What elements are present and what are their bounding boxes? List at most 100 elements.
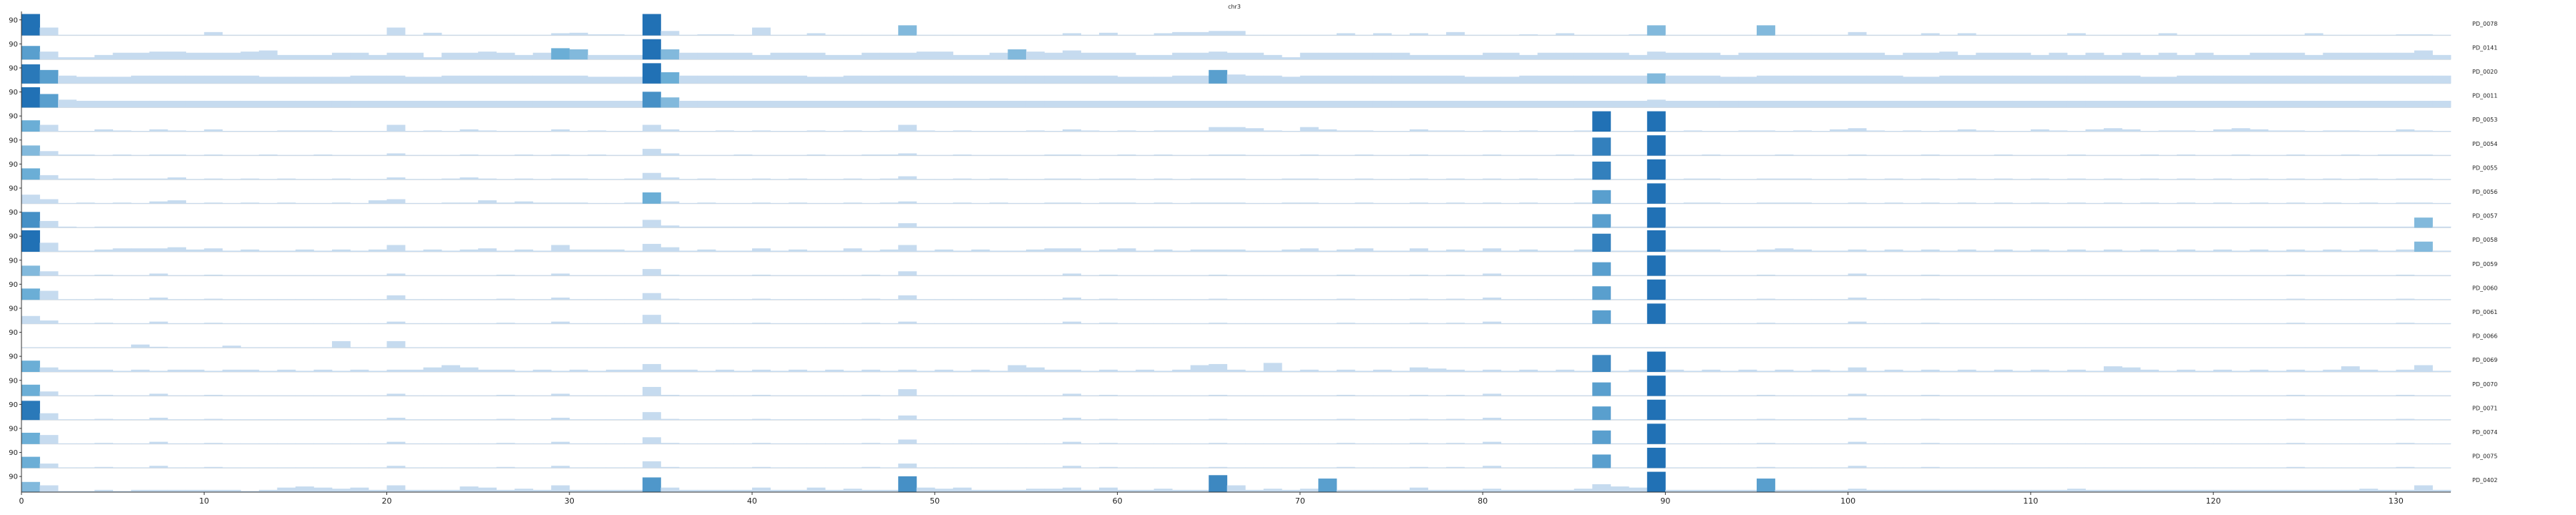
heat-bar bbox=[1025, 154, 1045, 156]
heat-bar bbox=[624, 369, 643, 372]
heat-bar bbox=[2268, 299, 2287, 300]
heat-bar bbox=[1099, 487, 1118, 492]
heat-bar bbox=[2323, 178, 2342, 180]
xtick-label: 20 bbox=[382, 496, 392, 506]
heat-bar bbox=[2122, 52, 2141, 60]
heat-bar bbox=[1903, 179, 1922, 180]
heat-bar bbox=[1610, 486, 1629, 492]
heat-bar bbox=[879, 154, 899, 156]
ytick-label: 90 bbox=[9, 89, 18, 97]
heat-bar bbox=[1044, 100, 1063, 108]
heat-bar bbox=[313, 347, 333, 348]
heat-bar bbox=[2177, 202, 2196, 204]
ytick-label: 90 bbox=[9, 113, 18, 121]
heat-bar bbox=[2231, 371, 2250, 372]
heat-bar bbox=[1044, 443, 1063, 444]
heat-bar bbox=[1592, 52, 1611, 60]
heat-bar bbox=[1153, 275, 1173, 276]
heat-bar bbox=[369, 299, 387, 300]
heat-bar bbox=[2104, 419, 2122, 421]
heat-bar bbox=[1190, 443, 1209, 444]
heat-bar bbox=[222, 250, 241, 252]
sample-label: PD_0059 bbox=[2472, 261, 2497, 268]
heat-bar bbox=[1190, 75, 1209, 84]
heat-bar bbox=[514, 347, 534, 348]
heat-bar bbox=[350, 250, 369, 252]
heat-bar bbox=[1793, 178, 1812, 180]
heat-bar bbox=[149, 248, 168, 252]
heat-bar bbox=[1099, 347, 1118, 348]
heat-bar bbox=[459, 486, 479, 492]
heat-bar bbox=[1811, 131, 1830, 132]
heat-bar bbox=[697, 154, 716, 156]
heat-bar bbox=[733, 154, 753, 156]
heat-bar bbox=[1099, 178, 1118, 180]
ytick-label: 90 bbox=[9, 257, 18, 265]
heat-bar bbox=[1556, 347, 1575, 348]
heat-bar bbox=[405, 250, 424, 252]
heat-bar bbox=[1629, 75, 1648, 84]
heat-bar bbox=[551, 33, 570, 36]
heat-bar bbox=[1665, 179, 1684, 180]
heat-bar bbox=[350, 443, 369, 444]
heat-bar bbox=[149, 418, 168, 421]
heat-bar bbox=[1537, 275, 1556, 276]
heat-bar bbox=[112, 443, 132, 444]
heat-bar bbox=[331, 323, 351, 324]
heat-bar bbox=[1866, 226, 1885, 228]
heat-bar bbox=[350, 75, 369, 84]
heat-bar bbox=[752, 54, 771, 60]
heat-bar bbox=[971, 154, 990, 156]
heat-bar bbox=[1994, 202, 2013, 204]
heat-bar bbox=[1391, 202, 1410, 204]
heat-bar bbox=[1519, 130, 1538, 132]
heat-bar bbox=[916, 100, 935, 108]
heat-bar bbox=[843, 275, 862, 276]
heat-bar bbox=[1080, 275, 1100, 276]
heat-bar bbox=[789, 249, 808, 252]
sample-label: PD_0060 bbox=[2472, 285, 2497, 291]
heat-bar bbox=[2067, 323, 2086, 324]
heat-bar bbox=[496, 466, 515, 469]
heat-bar bbox=[1117, 347, 1136, 348]
heat-bar bbox=[1646, 303, 1666, 324]
heat-bar bbox=[2030, 34, 2049, 36]
heat-bar bbox=[1245, 154, 1264, 156]
heat-bar bbox=[733, 226, 753, 228]
heat-bar bbox=[1044, 226, 1063, 228]
heat-bar bbox=[716, 202, 734, 204]
heat-bar bbox=[752, 275, 771, 276]
heat-bar bbox=[1428, 154, 1447, 156]
heat-bar bbox=[131, 299, 150, 300]
heat-bar bbox=[624, 154, 643, 156]
heat-bar bbox=[605, 77, 625, 84]
heat-bar bbox=[1226, 485, 1246, 492]
heat-bar bbox=[1939, 226, 1958, 228]
heat-bar bbox=[2122, 443, 2141, 444]
heat-bar bbox=[916, 323, 935, 324]
heat-bar bbox=[1299, 443, 1319, 444]
heat-bar bbox=[1830, 443, 1849, 444]
heat-bar bbox=[2085, 154, 2104, 156]
heat-bar bbox=[478, 419, 497, 421]
heat-bar bbox=[1226, 154, 1246, 156]
heat-bar bbox=[1866, 275, 1885, 276]
heat-bar bbox=[825, 77, 844, 84]
heat-bar bbox=[1446, 347, 1465, 348]
heat-bar bbox=[843, 54, 862, 60]
heat-bar bbox=[1683, 489, 1702, 492]
heat-bar bbox=[423, 443, 442, 444]
heat-bar bbox=[2049, 100, 2068, 108]
heat-bar bbox=[496, 418, 515, 421]
heat-bar bbox=[843, 299, 862, 300]
heat-bar bbox=[1866, 299, 1885, 300]
heat-bar bbox=[2268, 250, 2287, 252]
heat-bar bbox=[806, 371, 826, 372]
heat-bar bbox=[989, 347, 1008, 348]
heat-bar bbox=[971, 179, 990, 180]
heat-bar bbox=[1775, 34, 1794, 36]
heat-bar bbox=[1757, 202, 1775, 204]
heat-bar bbox=[2359, 178, 2379, 180]
heat-bar bbox=[952, 75, 972, 84]
heat-bar bbox=[240, 467, 260, 469]
